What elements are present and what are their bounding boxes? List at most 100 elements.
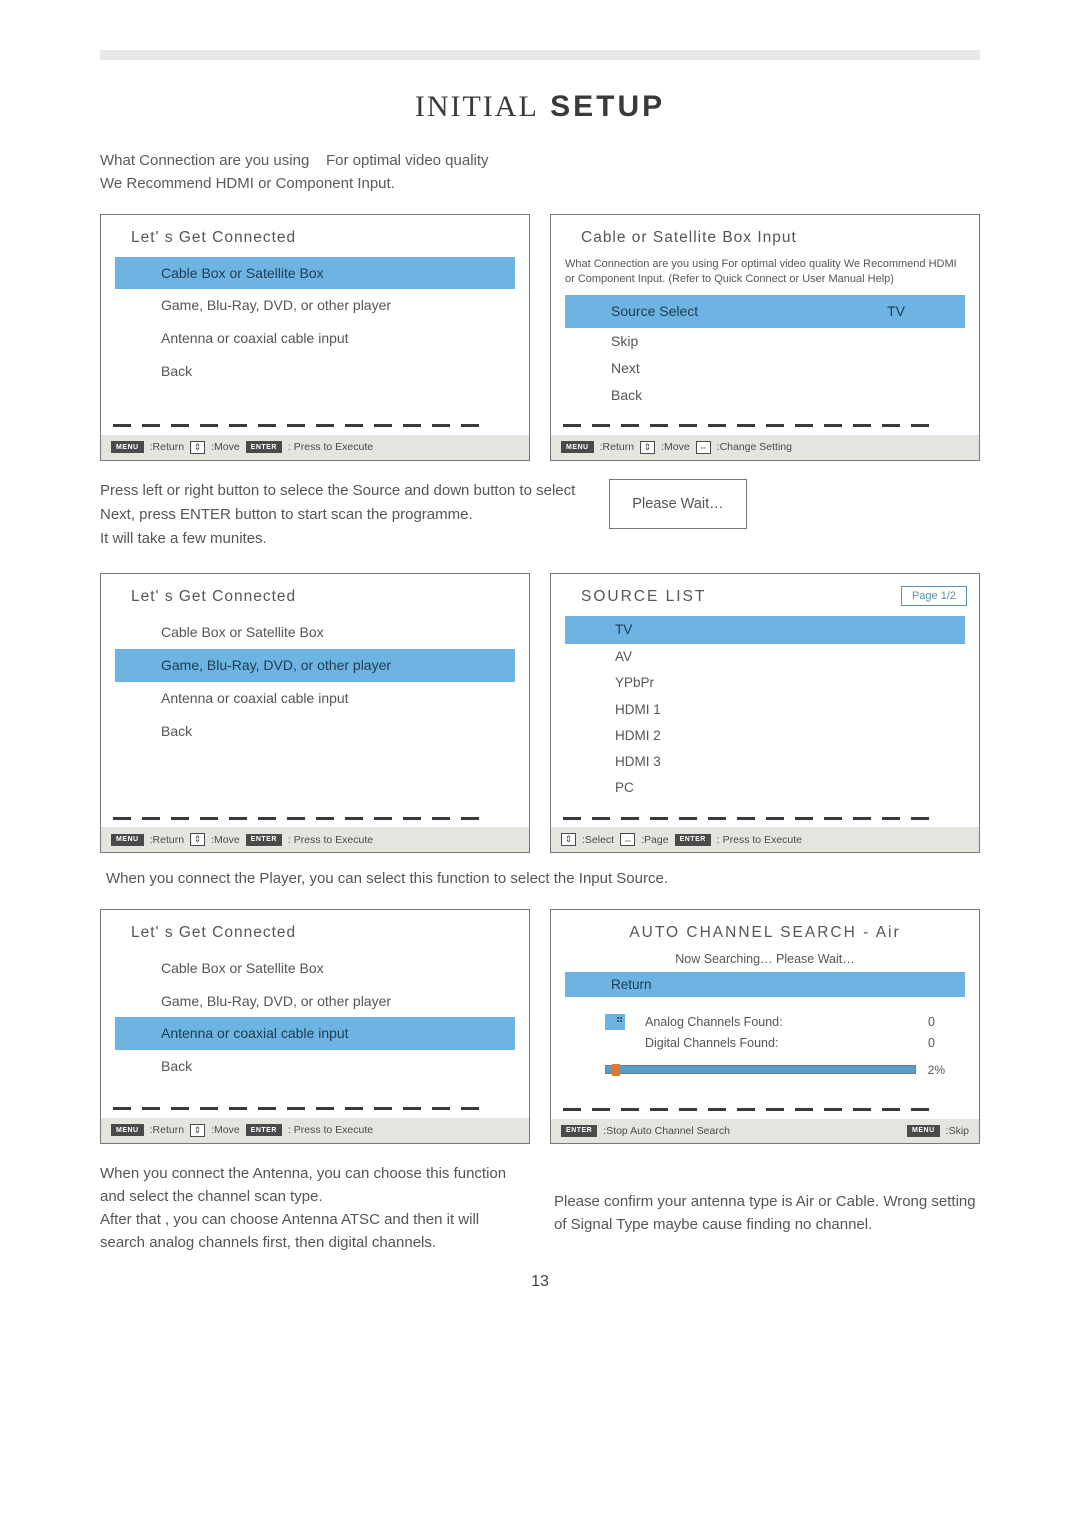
panel-cable-input: Cable or Satellite Box Input What Connec… — [550, 214, 980, 461]
menu-item[interactable]: Back — [565, 382, 965, 409]
footer-text: :Move — [211, 441, 240, 453]
row-value: TV — [887, 302, 905, 321]
menu-item[interactable]: Game, Blu-Ray, DVD, or other player — [115, 289, 515, 322]
panel1-footer: MENU :Return ⇕ :Move ENTER : Press to Ex… — [101, 435, 529, 460]
row-1: Let' s Get Connected Cable Box or Satell… — [100, 214, 980, 461]
source-item[interactable]: PC — [565, 775, 965, 801]
panel3-footer: MENU :Return ⇕ :Move ENTER : Press to Ex… — [101, 827, 529, 852]
menu-item[interactable]: Cable Box or Satellite Box — [115, 616, 515, 649]
menu-item[interactable]: Antenna or coaxial cable input — [115, 1017, 515, 1050]
intro-text: What Connection are you using For optima… — [100, 149, 980, 196]
footer-text: : Press to Execute — [717, 834, 802, 846]
bottom-columns: When you connect the Antenna, you can ch… — [100, 1162, 980, 1255]
footer-text: :Stop Auto Channel Search — [603, 1125, 730, 1137]
updown-icon: ⇕ — [190, 1124, 205, 1137]
panel5-footer: MENU :Return ⇕ :Move ENTER : Press to Ex… — [101, 1118, 529, 1143]
dash-divider — [101, 1100, 529, 1118]
menu-item[interactable]: Back — [115, 715, 515, 748]
title-part1: INITIAL — [415, 90, 539, 123]
enter-key-icon: ENTER — [246, 1124, 282, 1136]
panel6-title: AUTO CHANNEL SEARCH - Air — [565, 924, 965, 942]
top-divider — [100, 50, 980, 60]
panel2-title: Cable or Satellite Box Input — [581, 229, 965, 247]
panel-source-list: Page 1/2 SOURCE LIST TV AV YPbPr HDMI 1 … — [550, 573, 980, 854]
progress-pct: 2% — [928, 1063, 945, 1077]
menu-item[interactable]: Skip — [565, 328, 965, 355]
page-title: INITIAL SETUP — [100, 90, 980, 124]
source-item[interactable]: HDMI 1 — [565, 697, 965, 723]
progress-fill — [606, 1066, 915, 1073]
source-item[interactable]: TV — [565, 616, 965, 644]
footer-text: : Press to Execute — [288, 834, 373, 846]
row-label: Source Select — [611, 302, 698, 321]
source-select-row[interactable]: Source Select TV — [565, 295, 965, 328]
menu-item[interactable]: Antenna or coaxial cable input — [115, 322, 515, 355]
mid-instructions: Press left or right button to selece the… — [100, 479, 575, 551]
bottom-right-text: Please confirm your antenna type is Air … — [554, 1162, 980, 1255]
updown-icon: ⇕ — [190, 441, 205, 454]
mid-l1: Press left or right button to selece the… — [100, 482, 575, 499]
panel2-desc: What Connection are you using For optima… — [565, 257, 965, 288]
source-item[interactable]: YPbPr — [565, 670, 965, 696]
panel1-title: Let' s Get Connected — [131, 229, 515, 247]
panel-connected-3: Let' s Get Connected Cable Box or Satell… — [100, 909, 530, 1144]
enter-key-icon: ENTER — [246, 441, 282, 453]
intro-l1b: For optimal video quality — [326, 152, 489, 169]
dash-divider — [101, 809, 529, 827]
found-label: Analog Channels Found: — [645, 1015, 783, 1029]
tv-icon — [605, 1014, 625, 1030]
menu-key-icon: MENU — [111, 441, 144, 453]
analog-found-row: Analog Channels Found: 0 — [605, 1011, 965, 1033]
source-item[interactable]: HDMI 2 — [565, 723, 965, 749]
panel4-footer: ⇕ :Select ⇔ :Page ENTER : Press to Execu… — [551, 827, 979, 852]
panel5-title: Let' s Get Connected — [131, 924, 515, 942]
footer-text: :Select — [582, 834, 614, 846]
enter-key-icon: ENTER — [246, 834, 282, 846]
panel3-title: Let' s Get Connected — [131, 588, 515, 606]
menu-item[interactable]: Antenna or coaxial cable input — [115, 682, 515, 715]
found-label: Digital Channels Found: — [645, 1036, 778, 1050]
menu-item[interactable]: Game, Blu-Ray, DVD, or other player — [115, 649, 515, 682]
bottom-left-text: When you connect the Antenna, you can ch… — [100, 1162, 526, 1255]
page: INITIAL SETUP What Connection are you us… — [0, 0, 1080, 1331]
updown-icon: ⇕ — [190, 833, 205, 846]
menu-item[interactable]: Game, Blu-Ray, DVD, or other player — [115, 985, 515, 1018]
panel-connected-2: Let' s Get Connected Cable Box or Satell… — [100, 573, 530, 854]
menu-item[interactable]: Back — [115, 355, 515, 388]
panel2-footer: MENU :Return ⇕ :Move ⇔ :Change Setting — [551, 435, 979, 460]
footer-text: :Skip — [946, 1125, 969, 1137]
footer-text: :Return — [150, 1124, 184, 1136]
footer-text: :Return — [600, 441, 634, 453]
leftright-icon: ⇔ — [696, 441, 711, 454]
panel1-menu: Cable Box or Satellite Box Game, Blu-Ray… — [115, 257, 515, 389]
leftright-icon: ⇔ — [620, 833, 635, 846]
row-3: Let' s Get Connected Cable Box or Satell… — [100, 909, 980, 1144]
dash-divider — [551, 809, 979, 827]
dash-divider — [101, 417, 529, 435]
progress-bar — [605, 1065, 916, 1074]
after-row2-text: When you connect the Player, you can sel… — [106, 867, 980, 890]
updown-icon: ⇕ — [640, 441, 655, 454]
menu-key-icon: MENU — [111, 1124, 144, 1136]
menu-key-icon: MENU — [907, 1125, 940, 1137]
progress-wrap: 2% — [605, 1063, 965, 1077]
intro-l1a: What Connection are you using — [100, 152, 309, 169]
panel-connected-1: Let' s Get Connected Cable Box or Satell… — [100, 214, 530, 461]
menu-item[interactable]: Cable Box or Satellite Box — [115, 257, 515, 290]
source-item[interactable]: HDMI 3 — [565, 749, 965, 775]
source-item[interactable]: AV — [565, 644, 965, 670]
intro-l2: We Recommend HDMI or Component Input. — [100, 175, 395, 192]
footer-text: :Change Setting — [717, 441, 792, 453]
page-number: 13 — [100, 1273, 980, 1291]
menu-item[interactable]: Next — [565, 355, 965, 382]
menu-item[interactable]: Back — [115, 1050, 515, 1083]
dash-divider — [551, 1101, 979, 1119]
title-part2: SETUP — [550, 90, 665, 123]
found-value: 0 — [916, 1036, 935, 1050]
menu-key-icon: MENU — [111, 834, 144, 846]
please-wait-box: Please Wait… — [609, 479, 746, 529]
panel6-footer: ENTER :Stop Auto Channel Search MENU :Sk… — [551, 1119, 979, 1143]
menu-item[interactable]: Cable Box or Satellite Box — [115, 952, 515, 985]
return-button[interactable]: Return — [565, 972, 965, 997]
panel-auto-search: AUTO CHANNEL SEARCH - Air Now Searching…… — [550, 909, 980, 1144]
